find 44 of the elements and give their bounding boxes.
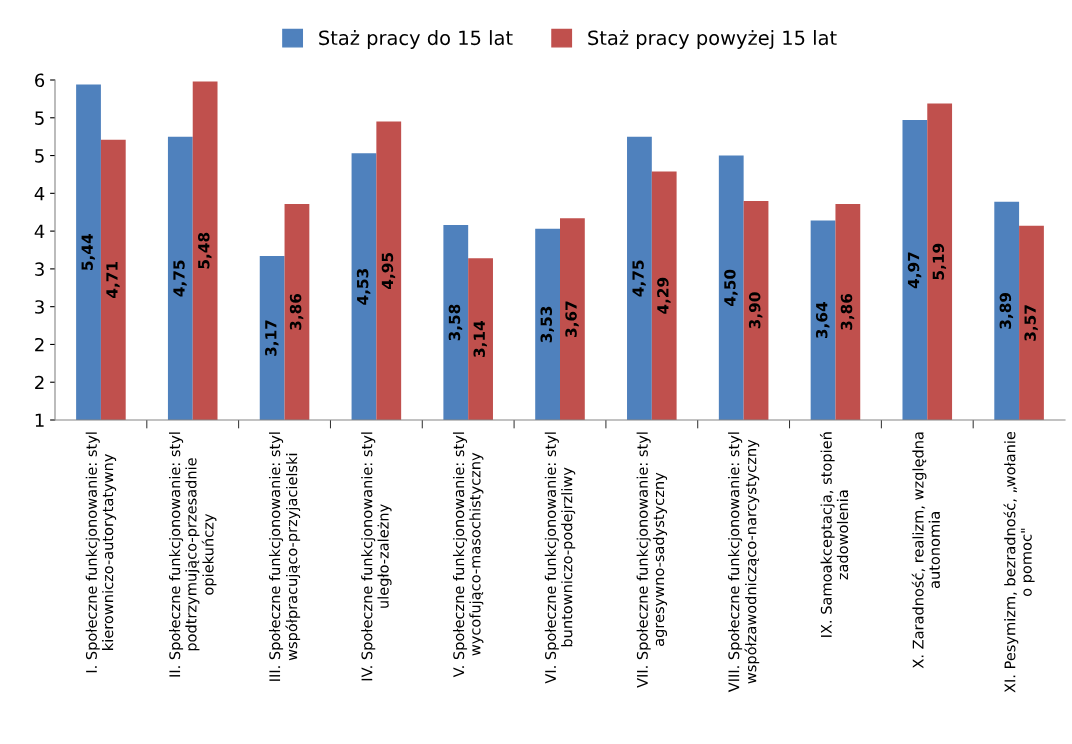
- data-label: 3,17: [265, 320, 279, 356]
- data-label: 5,19: [932, 243, 947, 280]
- y-tick-label: 4: [34, 187, 45, 201]
- y-tick-label: 5: [35, 111, 44, 125]
- data-label: 3,53: [540, 306, 554, 343]
- x-tick-label: III. Społeczne funkcjonowanie: styl współpracująco-przyjacielski: [268, 432, 301, 681]
- data-label: 5,44: [81, 234, 95, 270]
- data-label: 3,86: [289, 293, 304, 330]
- data-label: 4,71: [106, 262, 120, 298]
- x-tick-label: VII. Społeczne funkcjonowanie: styl agresywno-sadystyczny: [636, 432, 668, 688]
- data-label: 3,14: [473, 321, 487, 357]
- x-tick-label: X. Zaradność, realizm, względna autonomia: [911, 432, 940, 669]
- x-tick-label: VIII. Społeczne funkcjonowanie: styl współzawodnicząco-narcystyczny: [728, 432, 760, 693]
- legend-label: Staż pracy powyżej 15 lat: [588, 30, 837, 49]
- data-label: 4,29: [657, 277, 671, 314]
- x-tick-label: XI. Pesymizm, bezradność, „wołanie o pomoc": [1003, 431, 1035, 693]
- data-label: 3,89: [999, 292, 1014, 329]
- x-tick-label: I. Społeczne funkcjonowanie: styl kierowniczo-autorytatywny: [85, 432, 117, 673]
- x-tick-label: V. Społeczne funkcjonowanie: styl wycofująco-masochistyczny: [452, 432, 484, 678]
- data-label: 3,58: [448, 304, 463, 341]
- data-label: 5,48: [198, 232, 212, 269]
- x-tick-label: II. Społeczne funkcjonowanie: styl podtrzymująco-przesadnie opiekuńczy: [168, 432, 217, 677]
- x-tick-label: IX. Samoakceptacja, stopień zadowolenia: [819, 432, 849, 637]
- data-label: 4,95: [381, 253, 396, 289]
- y-tick-label: 2: [35, 375, 44, 390]
- data-label: 4,50: [724, 269, 738, 306]
- y-tick-label: 3: [35, 262, 44, 277]
- data-label: 4,75: [173, 260, 187, 297]
- data-label: 4,97: [907, 252, 922, 289]
- data-label: 3,90: [748, 292, 763, 329]
- data-label: 3,67: [565, 301, 579, 337]
- x-tick-label: IV. Społeczne funkcjonowanie: styl uległo-zależny: [361, 432, 392, 681]
- data-label: 4,75: [632, 260, 646, 297]
- y-tick-label: 4: [34, 224, 45, 238]
- y-tick-label: 5: [35, 149, 44, 163]
- data-label: 4,53: [356, 269, 371, 305]
- data-label: 3,86: [840, 293, 855, 330]
- data-label: 3,57: [1024, 305, 1038, 341]
- y-tick-label: 2: [35, 337, 44, 352]
- y-tick-label: 6: [35, 73, 45, 88]
- legend-label: Staż pracy do 15 lat: [319, 30, 513, 49]
- y-tick-label: 3: [35, 300, 44, 314]
- y-tick-label: 1: [35, 413, 44, 427]
- data-label: 3,64: [815, 302, 830, 339]
